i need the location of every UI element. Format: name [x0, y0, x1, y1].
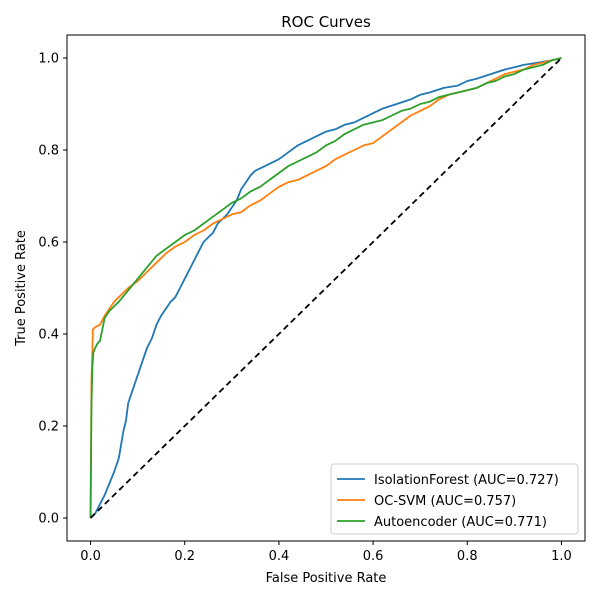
y-axis-ticks: 0.0 0.2 0.4 0.6 0.8 1.0 [38, 52, 67, 527]
legend-label-isolationforest: IsolationForest (AUC=0.727) [374, 473, 559, 488]
plot-area [66, 34, 586, 542]
x-tick-label: 0.4 [269, 549, 290, 564]
roc-line-autoencoder [89, 57, 562, 519]
y-axis-label: True Positive Rate [14, 230, 29, 347]
y-tick-label: 0.8 [38, 144, 59, 159]
x-tick-label: 0.0 [80, 549, 101, 564]
legend-box [330, 463, 579, 535]
series-layer [89, 57, 563, 519]
legend-label-oc-svm: OC-SVM (AUC=0.757) [374, 494, 516, 509]
y-tick-label: 0.6 [38, 236, 59, 251]
legend: IsolationForest (AUC=0.727) OC-SVM (AUC=… [330, 463, 579, 535]
legend-label-autoencoder: Autoencoder (AUC=0.771) [374, 515, 547, 530]
x-tick-label: 1.0 [551, 549, 572, 564]
y-tick-label: 0.4 [38, 328, 59, 343]
x-tick-label: 0.2 [174, 549, 195, 564]
x-tick-label: 0.8 [457, 549, 478, 564]
x-axis-label: False Positive Rate [266, 571, 387, 586]
y-tick-label: 1.0 [38, 52, 59, 67]
y-tick-label: 0.2 [38, 420, 59, 435]
chart-title: ROC Curves [281, 13, 371, 31]
x-axis-ticks: 0.0 0.2 0.4 0.6 0.8 1.0 [80, 541, 572, 564]
plot-frame [66, 34, 586, 542]
x-tick-label: 0.6 [363, 549, 384, 564]
y-tick-label: 0.0 [38, 512, 59, 527]
